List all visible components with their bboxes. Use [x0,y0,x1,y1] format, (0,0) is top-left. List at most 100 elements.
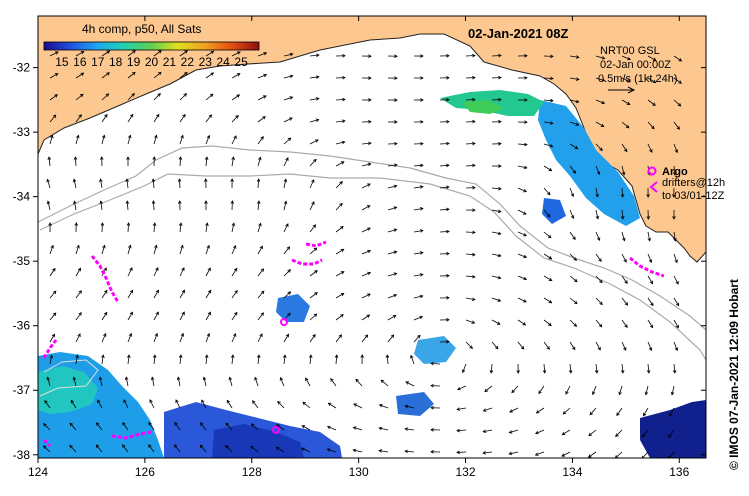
drifter-legend-range: to 03/01-12Z [662,190,725,202]
current-arrow [280,377,285,387]
current-arrow [647,121,655,129]
current-arrow-head [209,93,214,98]
current-arrow [75,355,78,365]
current-arrow-head [263,52,268,56]
current-arrow [75,114,82,123]
current-arrow-head [54,51,59,55]
current-arrow [413,316,423,321]
current-arrow-head [482,429,487,434]
current-arrow [647,341,652,351]
current-arrow-head [498,53,502,58]
y-tick-label: -37 [13,383,31,397]
current-arrow [283,334,289,343]
current-arrow [361,227,371,233]
current-arrow-head [649,280,654,285]
current-arrow [205,312,211,321]
current-arrow [462,363,467,373]
current-arrow [276,424,285,431]
current-arrow-head [125,178,129,183]
current-vector-field [42,50,683,458]
current-arrow-head [326,425,331,430]
current-arrow [569,209,574,219]
current-arrow-head [378,403,383,408]
current-arrow-head [523,299,527,303]
current-arrow [101,135,105,145]
current-arrow [569,231,576,240]
current-arrow-head [352,426,357,430]
current-arrow-head [326,448,331,452]
current-arrow-head [524,54,528,58]
current-arrow [75,135,79,145]
current-arrow-head [178,156,183,160]
current-arrow-head [106,72,110,76]
current-arrow-head [587,454,592,458]
current-arrow-head [52,290,57,295]
current-arrow [543,209,551,218]
current-arrow [569,99,579,103]
current-arrow-head [472,163,476,168]
current-arrow [621,77,631,83]
current-arrow-head [101,354,105,359]
current-arrow-head [50,134,54,139]
current-arrow-head [461,369,466,374]
current-arrow [668,429,675,438]
current-arrow [127,114,134,123]
colorbar-tick-label: 20 [145,55,159,69]
current-arrow-head [207,289,212,294]
current-arrow-head [340,161,345,165]
current-arrow-head [549,121,554,125]
current-arrow-head [385,354,390,358]
current-arrow [231,94,240,101]
current-arrow-head [472,75,476,80]
current-arrow-head [206,332,211,337]
drifter-track [305,240,327,248]
current-arrow [231,355,234,365]
current-arrow-head [497,298,502,302]
current-arrow-head [368,119,372,124]
current-arrow-head [77,333,81,338]
current-arrow [276,446,285,453]
current-arrow-head [649,324,654,329]
current-arrow-head [236,94,241,98]
current-arrow-head [154,332,159,337]
current-arrow-head [394,120,398,124]
current-arrow-head [668,455,672,458]
current-arrow-head [340,225,344,230]
current-arrow [101,333,107,343]
current-arrow-head [230,178,234,182]
current-arrow [179,72,188,79]
current-arrow [257,312,264,321]
current-arrow-head [237,51,241,55]
current-arrow-head [74,222,79,226]
current-arrow-head [572,170,576,174]
current-arrow [123,399,129,409]
current-arrow-head [497,209,502,213]
current-arrow-head [522,322,527,326]
current-arrow [569,297,578,304]
current-arrow-head [230,200,235,204]
current-arrow [153,222,156,233]
current-arrow-head [314,292,318,296]
current-arrow-head [340,271,345,275]
current-arrow [517,187,527,193]
current-arrow-head [561,453,565,457]
current-arrow-head [410,354,414,359]
current-arrow [618,385,623,395]
current-arrow-head [250,445,255,450]
current-arrow-head [430,450,434,454]
current-arrow-head [430,361,434,366]
current-arrow-head [393,184,398,189]
current-arrow-head [339,180,343,185]
current-arrow [231,312,238,321]
current-arrow [491,319,501,325]
current-arrow-head [252,400,256,404]
sst-patch-gulf-south [542,198,566,224]
current-arrow-head [652,79,657,84]
current-arrow-head [596,171,601,176]
current-arrow-head [472,230,476,235]
current-arrow-head [404,427,409,431]
x-tick-label: 136 [669,465,689,479]
current-arrow-head [122,444,126,448]
current-arrow [673,77,682,84]
current-arrow-head [127,354,131,359]
